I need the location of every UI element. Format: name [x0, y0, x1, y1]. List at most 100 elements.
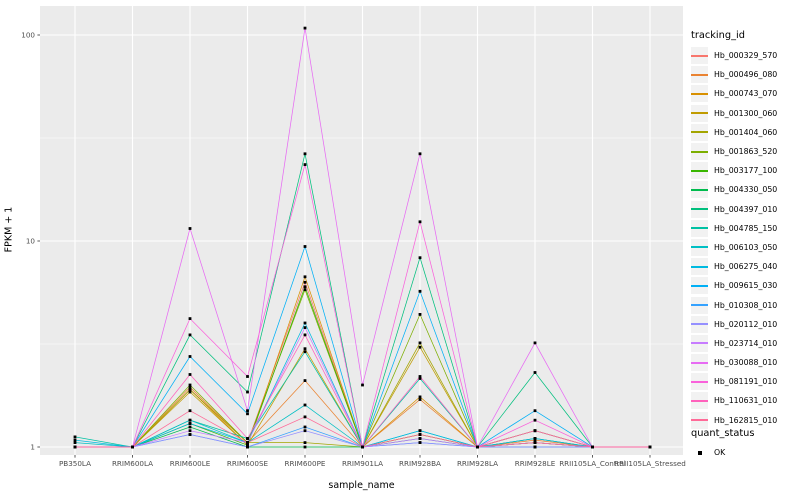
legend-key-swatch	[691, 104, 708, 122]
data-point	[188, 433, 192, 436]
x-axis-title: sample_name	[328, 480, 395, 491]
data-point	[533, 429, 537, 433]
x-tick-label: RRII105LA_Control	[559, 459, 626, 468]
data-point	[188, 373, 192, 376]
legend-item-Hb_004785_150: Hb_004785_150	[691, 219, 799, 238]
x-tick-label: RRIM928LE	[515, 459, 556, 468]
series-color-line-icon	[691, 227, 708, 230]
data-point	[591, 445, 594, 449]
legend-item-label: Hb_081191_010	[714, 377, 778, 387]
data-point	[418, 441, 422, 444]
legend-item-Hb_162815_010: Hb_162815_010	[691, 411, 799, 430]
legend-item-Hb_006275_040: Hb_006275_040	[691, 257, 799, 276]
legend-item-label: Hb_162815_010	[714, 415, 778, 425]
data-point	[418, 398, 422, 401]
data-point	[303, 429, 307, 433]
data-point	[303, 333, 307, 337]
data-point	[533, 341, 537, 345]
legend-item-label: Hb_000496_080	[714, 70, 778, 80]
data-point	[303, 326, 307, 329]
data-point	[131, 445, 134, 449]
data-point	[188, 317, 192, 320]
data-point	[303, 347, 307, 351]
legend-key-swatch	[691, 392, 708, 410]
data-point	[303, 441, 307, 444]
data-point	[303, 152, 307, 156]
series-color-line-icon	[691, 419, 708, 422]
legend-item-Hb_110631_010: Hb_110631_010	[691, 391, 799, 410]
legend-item-label: Hb_001300_060	[714, 108, 778, 118]
data-point	[533, 445, 537, 449]
legend-key-swatch	[691, 66, 708, 84]
data-point	[418, 289, 422, 293]
series-color-line-icon	[691, 169, 708, 172]
data-point	[188, 418, 192, 422]
series-color-line-icon	[691, 361, 708, 364]
data-point	[188, 390, 192, 394]
legend-key-swatch	[691, 315, 708, 333]
data-point	[188, 422, 192, 425]
data-point	[188, 409, 192, 413]
data-point	[361, 445, 364, 449]
series-color-line-icon	[691, 304, 708, 307]
legend-item-ok: OK	[691, 444, 799, 461]
data-point	[418, 433, 422, 436]
y-tick-label: 10	[26, 237, 36, 246]
legend-item-Hb_001863_520: Hb_001863_520	[691, 142, 799, 161]
x-tick-label: RRIM600PE	[285, 459, 326, 468]
ok-square-icon	[691, 444, 708, 461]
legend-item-Hb_006103_050: Hb_006103_050	[691, 238, 799, 257]
data-point	[303, 415, 307, 419]
series-color-line-icon	[691, 54, 708, 57]
legend-key-swatch	[691, 354, 708, 372]
x-tick-label: RRIM600LA	[112, 459, 153, 468]
data-point	[533, 438, 537, 442]
legend-item-label: Hb_020112_010	[714, 319, 778, 329]
data-point	[303, 445, 307, 449]
series-color-line-icon	[691, 284, 708, 287]
legend-key-swatch	[691, 238, 708, 256]
legend-item-Hb_009615_030: Hb_009615_030	[691, 276, 799, 295]
legend-key-swatch	[691, 181, 708, 199]
legend-key-swatch	[691, 277, 708, 295]
series-color-line-icon	[691, 208, 708, 211]
x-tick-label: RRIM600LE	[170, 459, 211, 468]
data-point	[418, 429, 422, 433]
legend-item-label: OK	[714, 448, 726, 457]
data-point	[418, 256, 422, 260]
data-point	[188, 227, 192, 230]
series-color-line-icon	[691, 112, 708, 115]
legend-key-swatch	[691, 411, 708, 429]
data-point	[188, 388, 192, 391]
data-point	[418, 313, 422, 316]
data-point	[303, 379, 307, 382]
data-point	[303, 288, 307, 292]
data-point	[73, 438, 77, 442]
legend-item-label: Hb_006103_050	[714, 242, 778, 252]
data-point	[188, 383, 192, 387]
data-point	[418, 395, 422, 399]
legend-item-Hb_010308_010: Hb_010308_010	[691, 295, 799, 314]
series-color-line-icon	[691, 150, 708, 153]
legend-key-swatch	[691, 258, 708, 276]
legend-item-label: Hb_023714_010	[714, 338, 778, 348]
y-tick-label: 100	[21, 31, 35, 40]
data-point	[73, 435, 77, 439]
x-tick-label: RRIM901LA	[342, 459, 383, 468]
data-point	[303, 403, 307, 407]
data-point	[533, 371, 537, 374]
legend-item-Hb_003177_100: Hb_003177_100	[691, 161, 799, 180]
legend-item-Hb_023714_010: Hb_023714_010	[691, 334, 799, 353]
legend-item-label: Hb_003177_100	[714, 166, 778, 176]
data-point	[303, 275, 307, 279]
legend-item-label: Hb_004397_010	[714, 204, 778, 214]
data-point	[246, 437, 249, 440]
x-tick-label: RRIM928BA	[399, 459, 441, 468]
legend-key-swatch	[691, 47, 708, 65]
legend-item-label: Hb_001863_520	[714, 147, 778, 157]
legend-item-Hb_000496_080: Hb_000496_080	[691, 65, 799, 84]
data-point	[418, 345, 422, 349]
data-point	[533, 437, 537, 440]
x-tick-label: RRIM928LA	[457, 459, 498, 468]
